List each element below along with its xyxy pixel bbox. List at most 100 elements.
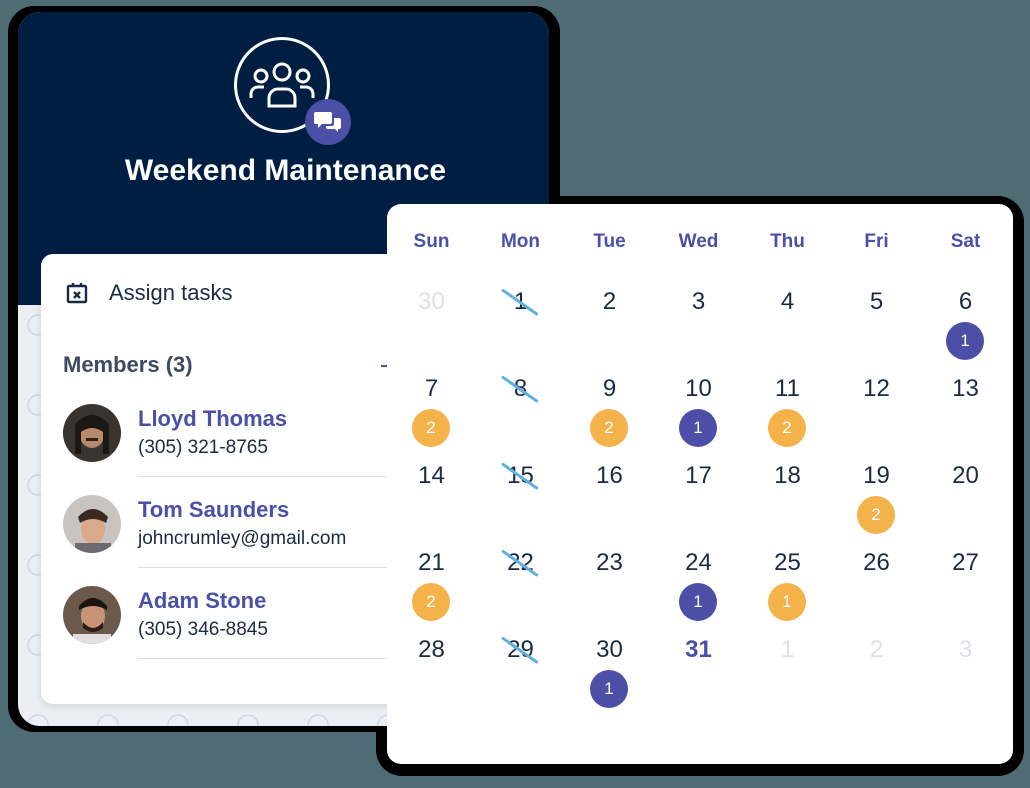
member-name[interactable]: Adam Stone <box>138 588 267 613</box>
task-count-badge[interactable]: 2 <box>857 496 895 534</box>
member-name[interactable]: Tom Saunders <box>138 497 290 522</box>
calendar-day[interactable]: 21 <box>387 549 476 577</box>
calendar-day[interactable]: 13 <box>921 375 1010 403</box>
assign-tasks-button[interactable]: Assign tasks <box>65 280 233 306</box>
day-number: 28 <box>418 636 445 663</box>
day-number: 23 <box>596 549 623 576</box>
calendar-day-today[interactable]: 31 <box>654 636 743 664</box>
calendar-day[interactable]: 23 <box>565 549 654 577</box>
calendar-day[interactable]: 26 <box>832 549 921 577</box>
member-item[interactable]: Tom Saunders johncrumley@gmail.com <box>63 495 428 585</box>
task-count-badge[interactable]: 1 <box>679 583 717 621</box>
calendar-day[interactable]: 5 <box>832 288 921 316</box>
day-number: 3 <box>691 288 706 315</box>
calendar-day[interactable]: 9 <box>565 375 654 403</box>
calendar-day[interactable]: 24 <box>654 549 743 577</box>
calendar-day[interactable]: 29 <box>476 635 565 664</box>
day-number: 13 <box>952 375 979 402</box>
day-number: 11 <box>775 375 800 402</box>
task-count-badge[interactable]: 2 <box>590 409 628 447</box>
weekday-label: Mon <box>500 231 541 252</box>
calendar-day[interactable]: 14 <box>387 462 476 490</box>
calendar-day[interactable]: 2 <box>832 636 921 664</box>
day-number: 26 <box>863 549 890 576</box>
task-count-badge[interactable]: 1 <box>946 322 984 360</box>
day-number: 12 <box>863 375 890 402</box>
avatar <box>63 495 121 553</box>
task-count-badge[interactable]: 2 <box>412 409 450 447</box>
calendar-day[interactable]: 1 <box>476 287 565 316</box>
calendar-x-icon <box>65 281 89 305</box>
assign-tasks-label: Assign tasks <box>109 280 233 305</box>
calendar-day[interactable]: 3 <box>921 636 1010 664</box>
day-number: 18 <box>774 462 801 489</box>
day-number: 16 <box>596 462 623 489</box>
day-number: 17 <box>685 462 712 489</box>
day-number: 4 <box>780 288 795 315</box>
calendar-day[interactable]: 25 <box>743 549 832 577</box>
calendar-day[interactable]: 4 <box>743 288 832 316</box>
calendar-day[interactable]: 16 <box>565 462 654 490</box>
calendar-day[interactable]: 30 <box>387 288 476 316</box>
calendar-day[interactable]: 2 <box>565 288 654 316</box>
day-number: 30 <box>418 288 445 315</box>
weekday-label: Wed <box>678 231 719 252</box>
unavailable-strike <box>501 374 540 403</box>
day-number: 19 <box>863 462 890 489</box>
calendar-day[interactable]: 22 <box>476 548 565 577</box>
unavailable-strike <box>501 548 540 577</box>
day-number: 14 <box>418 462 445 489</box>
calendar-day[interactable]: 12 <box>832 375 921 403</box>
day-number: 3 <box>958 636 973 663</box>
calendar-day[interactable]: 8 <box>476 374 565 403</box>
divider <box>138 567 428 568</box>
calendar-day[interactable]: 10 <box>654 375 743 403</box>
divider <box>138 476 428 477</box>
day-number: 15 <box>501 461 540 490</box>
calendar-day[interactable]: 15 <box>476 461 565 490</box>
day-number: 6 <box>958 288 973 315</box>
calendar-day[interactable]: 20 <box>921 462 1010 490</box>
divider <box>138 658 428 659</box>
calendar-day[interactable]: 27 <box>921 549 1010 577</box>
day-number: 27 <box>952 549 979 576</box>
day-number: 2 <box>869 636 884 663</box>
calendar-day[interactable]: 19 <box>832 462 921 490</box>
calendar-day[interactable]: 7 <box>387 375 476 403</box>
member-contact: (305) 321-8765 <box>138 437 268 458</box>
task-count-badge[interactable]: 1 <box>679 409 717 447</box>
unavailable-strike <box>501 461 540 490</box>
calendar-day[interactable]: 28 <box>387 636 476 664</box>
calendar-day[interactable]: 17 <box>654 462 743 490</box>
calendar-day[interactable]: 30 <box>565 636 654 664</box>
weekday-label: Thu <box>770 231 805 252</box>
member-name[interactable]: Lloyd Thomas <box>138 406 288 431</box>
weekday-label: Fri <box>864 231 889 252</box>
task-count-badge[interactable]: 2 <box>412 583 450 621</box>
add-member-button[interactable] <box>381 365 387 367</box>
member-item[interactable]: Lloyd Thomas (305) 321-8765 <box>63 404 428 494</box>
weekday-label: Sun <box>413 231 450 252</box>
member-item[interactable]: Adam Stone (305) 346-8845 <box>63 586 428 676</box>
day-number: 31 <box>685 636 712 663</box>
day-number: 9 <box>602 375 617 402</box>
avatar <box>63 404 121 462</box>
member-contact: johncrumley@gmail.com <box>138 528 347 549</box>
unavailable-strike <box>501 287 540 316</box>
task-count-badge[interactable]: 2 <box>768 409 806 447</box>
day-number: 21 <box>418 549 445 576</box>
calendar-day[interactable]: 6 <box>921 288 1010 316</box>
calendar-day[interactable]: 1 <box>743 636 832 664</box>
member-contact: (305) 346-8845 <box>138 619 268 640</box>
calendar-day[interactable]: 3 <box>654 288 743 316</box>
group-icon <box>234 37 330 133</box>
calendar: Sun Mon Tue Wed Thu Fri Sat 301234561728… <box>387 204 1013 764</box>
team-details-card: Assign tasks Members (3) Lloyd Thomas (3… <box>41 254 428 704</box>
unavailable-strike <box>501 635 540 664</box>
calendar-day[interactable]: 18 <box>743 462 832 490</box>
day-number: 10 <box>685 375 712 402</box>
task-count-badge[interactable]: 1 <box>590 670 628 708</box>
task-count-badge[interactable]: 1 <box>768 583 806 621</box>
day-number: 29 <box>501 635 540 664</box>
calendar-day[interactable]: 11 <box>743 375 832 403</box>
